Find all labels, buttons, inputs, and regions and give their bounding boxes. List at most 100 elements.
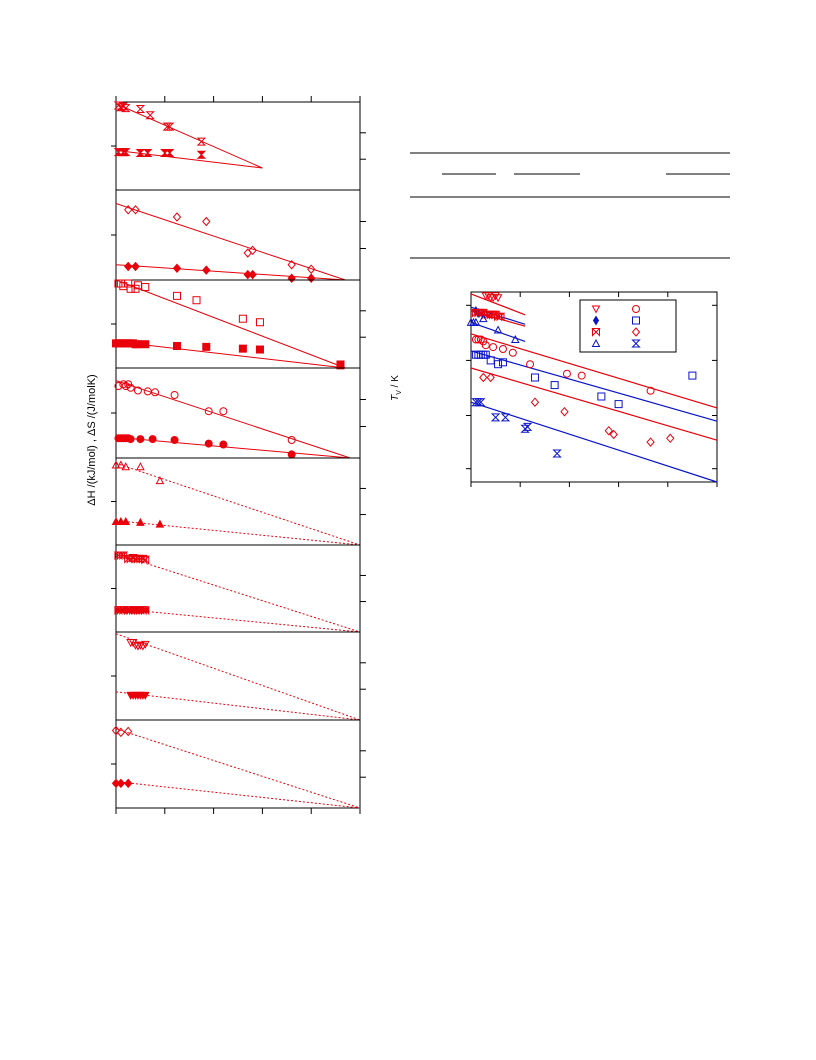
data-point-open xyxy=(155,476,165,485)
tv-data-point-square xyxy=(550,381,559,390)
data-point-open xyxy=(116,727,126,738)
left-y-axis-label: ΔH /(kJ/mol) , ΔS /(J/molK) xyxy=(86,374,98,506)
fit-line xyxy=(115,462,361,546)
tv-data-point-circle xyxy=(474,335,483,344)
panel-frame xyxy=(115,719,361,809)
panel-frame xyxy=(115,544,361,633)
fit-line xyxy=(115,520,361,546)
data-point-open xyxy=(116,460,126,469)
data-point-open xyxy=(133,386,142,395)
tv-legend-box xyxy=(579,299,677,353)
data-point-filled xyxy=(219,440,228,449)
data-point-open xyxy=(136,641,145,650)
tv-fit-line xyxy=(470,333,718,409)
data-point-open xyxy=(307,264,316,274)
panel-4 xyxy=(111,367,366,459)
panel-6 xyxy=(111,544,366,633)
tv-fit-line xyxy=(470,367,718,441)
tv-data-point-circle xyxy=(508,348,517,357)
data-point-filled xyxy=(248,269,257,280)
data-point-filled xyxy=(238,344,247,353)
data-point-open xyxy=(170,391,179,399)
data-point-filled xyxy=(307,273,316,283)
fit-line xyxy=(115,279,346,369)
tv-legend-marker-bowtie xyxy=(591,328,601,337)
data-point-filled xyxy=(140,691,150,700)
data-point-open xyxy=(140,640,150,649)
tv-data-point-diamond xyxy=(609,429,618,440)
data-point-open xyxy=(151,388,160,397)
data-point-open xyxy=(136,462,145,471)
tv-data-point-triangle-up xyxy=(471,317,481,326)
data-point-open xyxy=(255,318,264,327)
fit-line xyxy=(115,203,346,281)
tv-data-point-hourglass xyxy=(500,413,511,422)
tv-data-point-triangle-up xyxy=(493,325,503,334)
fit-line xyxy=(115,103,263,169)
data-point-open xyxy=(243,248,252,258)
data-point-filled xyxy=(204,439,213,448)
data-point-open xyxy=(287,259,296,270)
tv-data-point-bowtie xyxy=(495,312,506,322)
tv-data-point-circle xyxy=(562,369,571,378)
panel-1 xyxy=(111,101,366,191)
panel-frame xyxy=(115,189,361,281)
tv-y-axis-label: TV / K xyxy=(390,375,403,401)
data-point-filled xyxy=(164,149,175,158)
data-point-open xyxy=(192,296,201,305)
data-point-open xyxy=(111,725,121,736)
tv-data-point-circle xyxy=(577,371,586,380)
panel-8 xyxy=(111,719,366,809)
panel-7 xyxy=(111,631,366,721)
data-point-filled xyxy=(136,435,145,444)
fit-line xyxy=(115,553,361,633)
tv-y-label-unit: / K xyxy=(390,375,401,390)
fit-line xyxy=(115,691,361,721)
tv-data-point-circle xyxy=(489,343,498,352)
panel-5 xyxy=(111,457,366,546)
tv-data-point-diamond xyxy=(646,437,655,447)
data-point-open xyxy=(121,104,131,113)
data-point-filled xyxy=(126,435,135,444)
tv-y-label-sub: V xyxy=(396,390,403,395)
tv-legend-marker-diamond xyxy=(631,327,641,337)
tv-y-label-main: T xyxy=(390,394,401,401)
data-point-filled xyxy=(336,361,345,370)
tv-data-point-diamond xyxy=(486,372,495,383)
data-point-filled xyxy=(255,345,264,354)
tv-data-point-diamond xyxy=(530,397,540,407)
panel-2 xyxy=(111,189,366,283)
fit-line xyxy=(115,633,361,721)
table-rules xyxy=(410,152,730,259)
data-point-open xyxy=(173,291,181,300)
tv-data-point-triangle-up xyxy=(510,334,520,343)
data-point-filled xyxy=(124,778,133,789)
data-point-open xyxy=(121,382,130,390)
data-point-open xyxy=(248,245,257,256)
tv-data-point-diamond xyxy=(560,406,569,417)
data-point-open xyxy=(124,279,133,288)
panel-frame xyxy=(115,101,361,191)
data-point-open xyxy=(119,380,128,389)
data-point-filled xyxy=(196,150,207,159)
data-point-filled xyxy=(287,273,296,283)
tv-data-point-hourglass xyxy=(552,449,562,458)
data-point-open xyxy=(135,105,146,114)
tv-fit-line xyxy=(470,401,718,483)
tv-data-point-circle xyxy=(526,360,535,369)
data-point-open xyxy=(111,460,121,469)
data-point-filled xyxy=(121,148,131,157)
data-point-open xyxy=(124,726,133,737)
data-point-open xyxy=(145,111,155,120)
tv-data-point-square xyxy=(494,360,503,369)
data-point-filled xyxy=(140,606,150,615)
tv-legend-marker-triangle-up xyxy=(591,338,601,347)
tv-data-point-circle xyxy=(471,335,480,344)
fit-line xyxy=(115,728,361,809)
data-point-filled xyxy=(202,265,211,275)
tv-data-point-square xyxy=(688,371,697,380)
data-point-filled xyxy=(133,340,142,349)
data-point-open xyxy=(172,212,182,222)
data-point-filled xyxy=(155,519,165,528)
tv-axes-frame xyxy=(470,291,718,483)
